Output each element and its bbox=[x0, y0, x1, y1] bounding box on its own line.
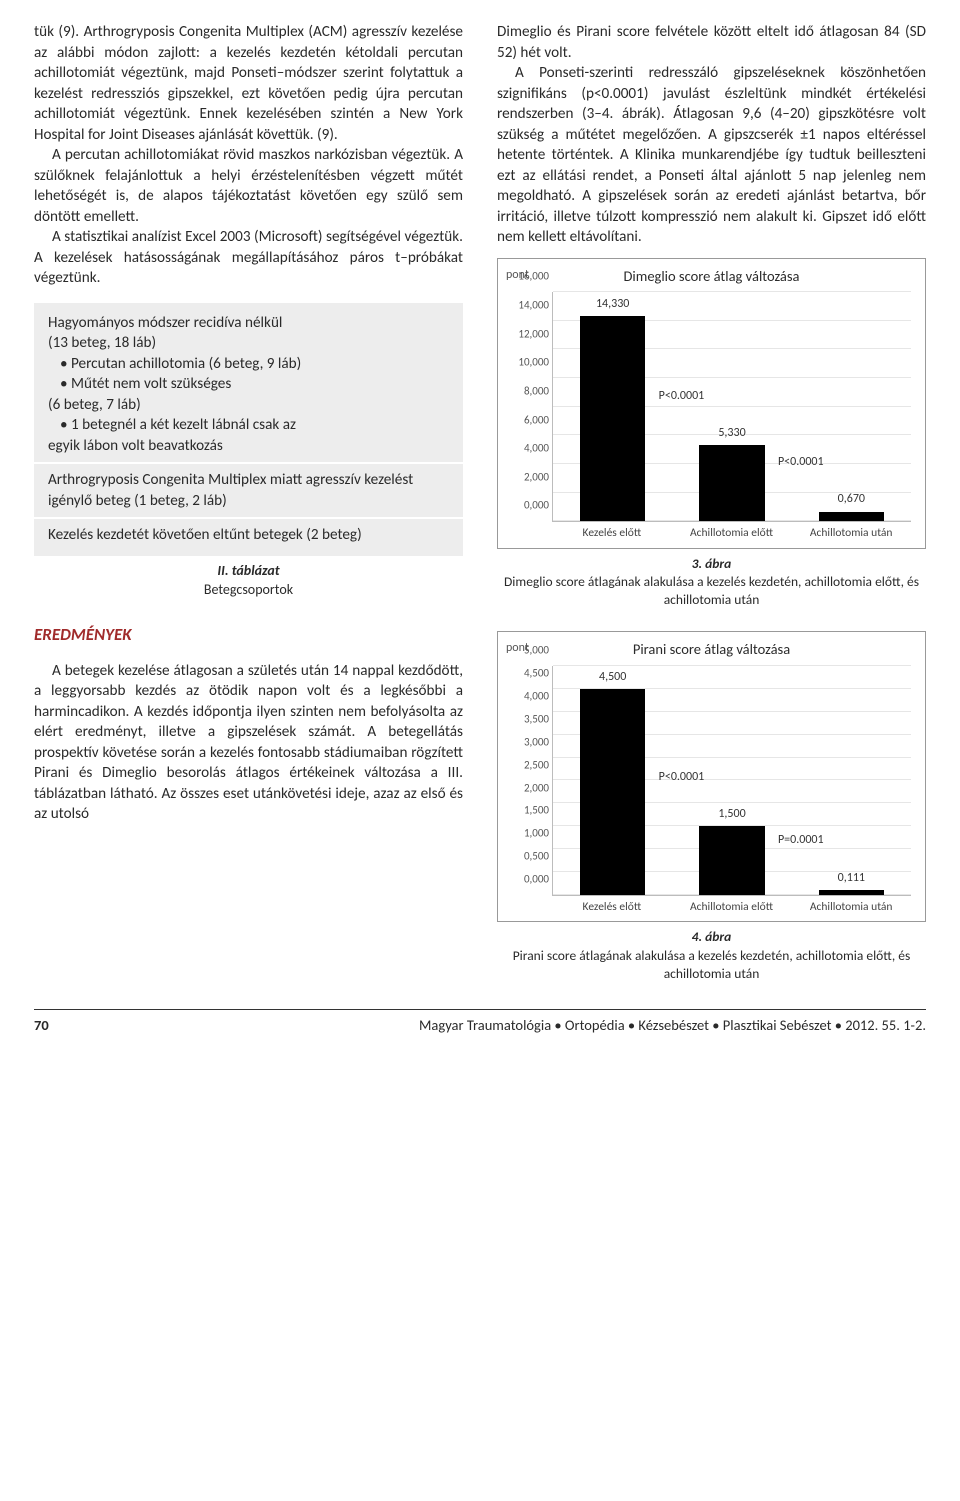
chart-plot-area: 0,0000,5001,0001,5002,0002,5003,0003,500… bbox=[552, 666, 911, 896]
gridline bbox=[553, 291, 911, 292]
left-column: tük (9). Arthrogryposis Congenita Multip… bbox=[34, 22, 463, 983]
figure-number: 3. ábra bbox=[692, 555, 732, 572]
bar-value-label: 1,500 bbox=[718, 806, 745, 822]
box-line: egyik lábon volt beavatkozás bbox=[48, 436, 449, 457]
p-value-annotation: P<0.0001 bbox=[659, 769, 705, 785]
section-heading-results: EREDMÉNYEK bbox=[34, 624, 463, 647]
x-tick-label: Kezelés előtt bbox=[552, 522, 672, 542]
figure-3: pont Dimeglio score átlag változása 0,00… bbox=[497, 258, 926, 549]
y-tick-label: 10,000 bbox=[505, 356, 549, 371]
chart-bar bbox=[699, 445, 765, 521]
y-tick-label: 12,000 bbox=[505, 327, 549, 342]
box-separator bbox=[34, 462, 463, 464]
box-bullet: • Műtét nem volt szükséges bbox=[48, 374, 449, 395]
body-paragraph: A percutan achillotomiákat rövid maszkos… bbox=[34, 145, 463, 227]
bar-value-label: 0,670 bbox=[838, 491, 865, 507]
p-value-annotation: P=0.0001 bbox=[778, 832, 824, 848]
x-tick-label: Achillotomia előtt bbox=[672, 522, 792, 542]
y-tick-label: 4,500 bbox=[505, 667, 549, 682]
figure-caption: 4. ábra Pirani score átlagának alakulása… bbox=[497, 928, 926, 983]
y-tick-label: 3,500 bbox=[505, 712, 549, 727]
chart-bar bbox=[699, 826, 765, 895]
figure-4: pont Pirani score átlag változása 0,0000… bbox=[497, 631, 926, 922]
bar-value-label: 5,330 bbox=[718, 425, 745, 441]
box-bullet: • Percutan achillotomia (6 beteg, 9 láb) bbox=[48, 354, 449, 375]
bar-value-label: 14,330 bbox=[596, 296, 629, 312]
right-column: Dimeglio és Pirani score felvétele közöt… bbox=[497, 22, 926, 983]
y-tick-label: 1,500 bbox=[505, 804, 549, 819]
figure-caption: 3. ábra Dimeglio score átlagának alakulá… bbox=[497, 555, 926, 610]
figure-number: 4. ábra bbox=[692, 928, 732, 945]
chart-plot-area: 0,0002,0004,0006,0008,00010,00012,00014,… bbox=[552, 292, 911, 522]
body-paragraph: A Ponseti-szerinti redresszáló gipszelés… bbox=[497, 63, 926, 248]
table-caption-text: Betegcsoportok bbox=[204, 581, 293, 598]
body-paragraph: A betegek kezelése átlagosan a születés … bbox=[34, 661, 463, 825]
box-line: Hagyományos módszer recidíva nélkül bbox=[48, 313, 449, 334]
x-tick-label: Kezelés előtt bbox=[552, 896, 672, 916]
y-tick-label: 0,500 bbox=[505, 850, 549, 865]
chart-title: Pirani score átlag változása bbox=[508, 640, 915, 660]
p-value-annotation: P<0.0001 bbox=[659, 388, 705, 404]
box-line: (6 beteg, 7 láb) bbox=[48, 395, 449, 416]
x-axis-labels: Kezelés előttAchillotomia előttAchilloto… bbox=[552, 896, 911, 916]
x-tick-label: Achillotomia után bbox=[791, 522, 911, 542]
y-tick-label: 2,000 bbox=[505, 781, 549, 796]
body-paragraph: tük (9). Arthrogryposis Congenita Multip… bbox=[34, 22, 463, 145]
y-tick-label: 3,000 bbox=[505, 735, 549, 750]
y-tick-label: 16,000 bbox=[505, 270, 549, 285]
x-axis-labels: Kezelés előttAchillotomia előttAchilloto… bbox=[552, 522, 911, 542]
y-tick-label: 2,500 bbox=[505, 758, 549, 773]
body-paragraph: A statisztikai analízist Excel 2003 (Mic… bbox=[34, 227, 463, 289]
page-number: 70 bbox=[34, 1016, 49, 1036]
y-tick-label: 2,000 bbox=[505, 470, 549, 485]
box-line: (13 beteg, 18 láb) bbox=[48, 333, 449, 354]
y-tick-label: 4,000 bbox=[505, 690, 549, 705]
chart-title: Dimeglio score átlag változása bbox=[508, 267, 915, 287]
box-line: Arthrogryposis Congenita Multiplex miatt… bbox=[48, 470, 449, 511]
y-tick-label: 1,000 bbox=[505, 827, 549, 842]
page-footer: 70 Magyar Traumatológia • Ortopédia • Ké… bbox=[34, 1009, 926, 1036]
box-bullet: • 1 betegnél a két kezelt lábnál csak az bbox=[48, 415, 449, 436]
journal-reference: Magyar Traumatológia • Ortopédia • Kézse… bbox=[419, 1016, 926, 1036]
chart-bar bbox=[580, 689, 646, 895]
table-caption: II. táblázat Betegcsoportok bbox=[34, 562, 463, 600]
y-tick-label: 0,000 bbox=[505, 873, 549, 888]
two-column-layout: tük (9). Arthrogryposis Congenita Multip… bbox=[34, 22, 926, 983]
chart-bar bbox=[580, 316, 646, 521]
box-separator bbox=[34, 517, 463, 519]
chart-bar bbox=[819, 512, 885, 522]
x-tick-label: Achillotomia előtt bbox=[672, 896, 792, 916]
table-number: II. táblázat bbox=[217, 562, 279, 579]
y-tick-label: 8,000 bbox=[505, 384, 549, 399]
p-value-annotation: P<0.0001 bbox=[778, 454, 824, 470]
y-tick-label: 6,000 bbox=[505, 413, 549, 428]
y-tick-label: 5,000 bbox=[505, 644, 549, 659]
chart-bar bbox=[819, 890, 885, 895]
gridline bbox=[553, 665, 911, 666]
x-tick-label: Achillotomia után bbox=[791, 896, 911, 916]
table-box-ii: Hagyományos módszer recidíva nélkül (13 … bbox=[34, 303, 463, 556]
figure-caption-text: Dimeglio score átlagának alakulása a kez… bbox=[504, 573, 919, 608]
bar-value-label: 0,111 bbox=[838, 870, 865, 886]
y-tick-label: 0,000 bbox=[505, 499, 549, 514]
box-line: Kezelés kezdetét követően eltűnt betegek… bbox=[48, 525, 449, 546]
y-tick-label: 14,000 bbox=[505, 299, 549, 314]
body-paragraph: Dimeglio és Pirani score felvétele közöt… bbox=[497, 22, 926, 63]
figure-caption-text: Pirani score átlagának alakulása a kezel… bbox=[513, 947, 911, 982]
bar-value-label: 4,500 bbox=[599, 669, 626, 685]
y-tick-label: 4,000 bbox=[505, 442, 549, 457]
